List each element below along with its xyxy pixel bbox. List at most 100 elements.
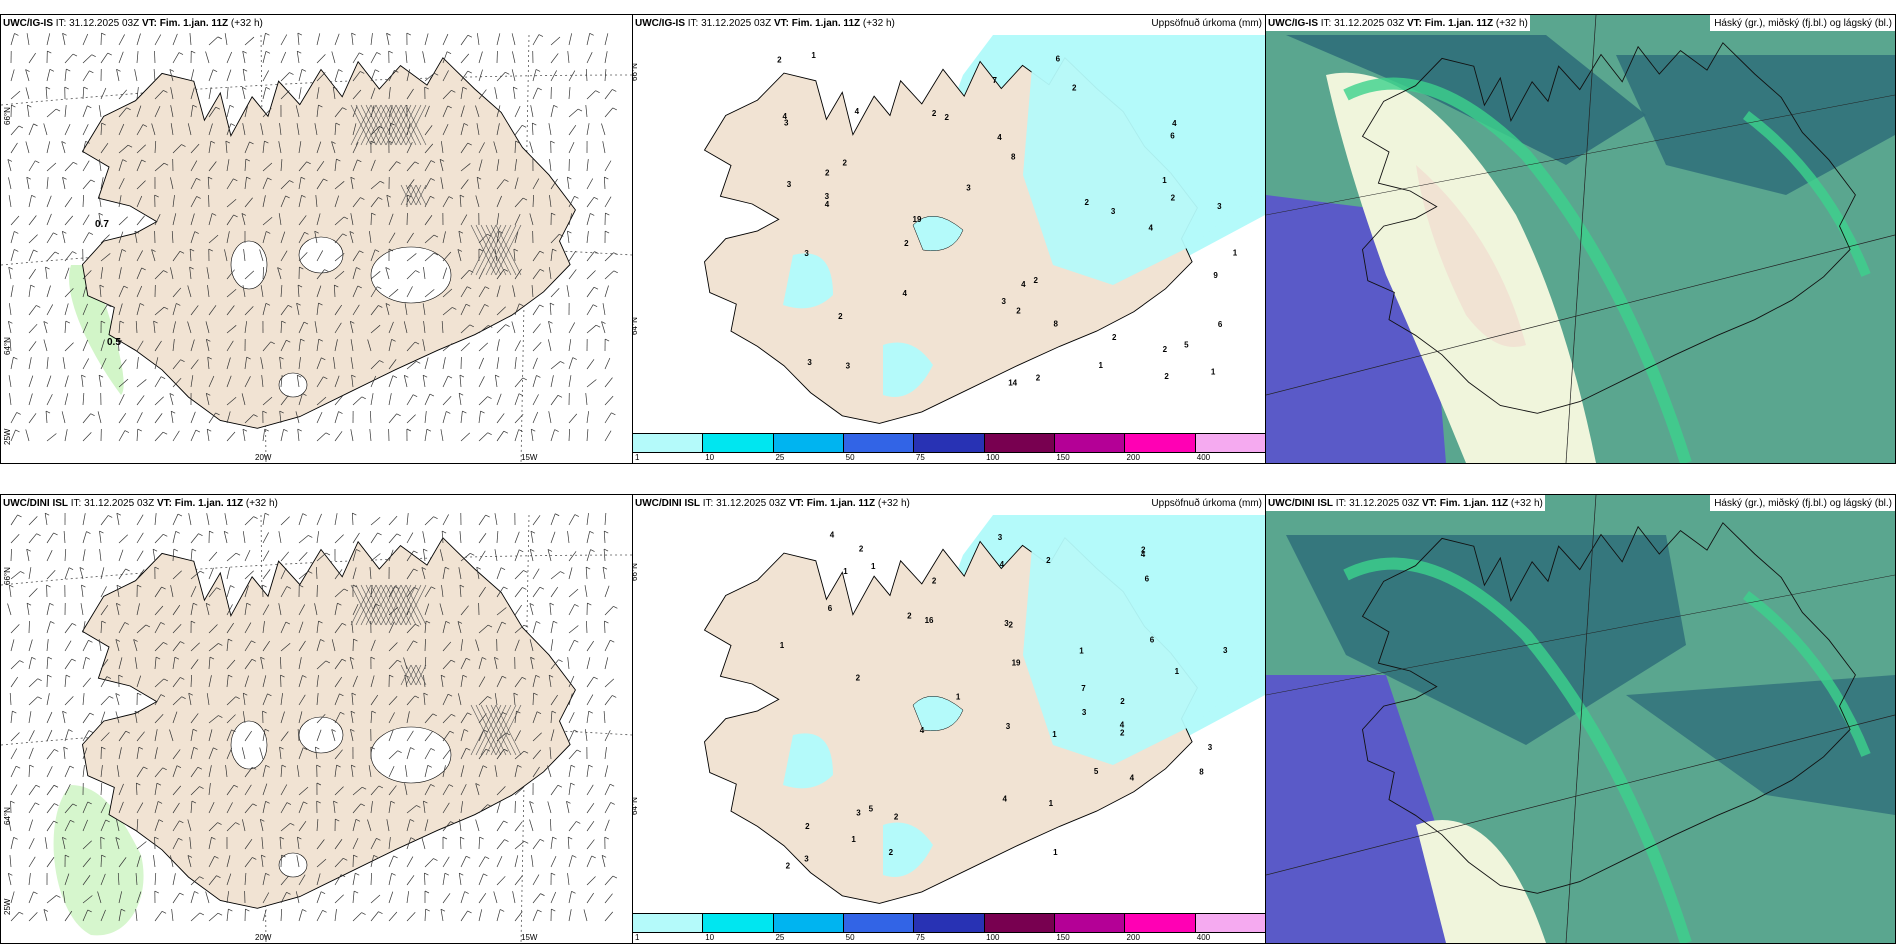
wind-barb-flag bbox=[301, 194, 306, 198]
wind-barb-flag bbox=[12, 710, 17, 714]
wind-barb bbox=[514, 268, 522, 280]
wind-barb bbox=[604, 196, 612, 208]
wind-barb bbox=[64, 658, 73, 670]
wind-barb-flag bbox=[107, 52, 112, 56]
wind-barb bbox=[566, 285, 570, 298]
wind-barb bbox=[206, 693, 210, 706]
wind-barb bbox=[370, 785, 380, 796]
wind-barb-flag bbox=[115, 837, 120, 840]
wind-barb bbox=[550, 837, 553, 850]
wind-barb bbox=[190, 178, 197, 190]
wind-barb bbox=[26, 33, 30, 46]
wind-barb-flag bbox=[89, 712, 94, 716]
wind-barb bbox=[10, 285, 14, 298]
wind-barb-flag bbox=[450, 659, 456, 663]
precip-value-label: 2 bbox=[904, 239, 909, 248]
wind-barb bbox=[424, 33, 429, 46]
wind-barb-flag bbox=[181, 696, 186, 700]
wind-barb bbox=[208, 36, 219, 46]
wind-barb bbox=[604, 107, 614, 118]
wind-barb bbox=[586, 359, 595, 370]
wind-barb bbox=[280, 395, 289, 406]
wind-barb bbox=[172, 359, 181, 370]
wind-barb bbox=[350, 711, 354, 724]
wind-barb bbox=[118, 51, 124, 64]
wind-barb bbox=[170, 123, 174, 136]
wind-barb-flag bbox=[336, 158, 341, 162]
wind-barb bbox=[190, 876, 200, 886]
wind-barb bbox=[208, 747, 214, 760]
wind-barb-flag bbox=[13, 356, 18, 360]
wind-barb bbox=[136, 532, 144, 544]
wind-barb-flag bbox=[459, 584, 465, 588]
wind-barb bbox=[262, 513, 266, 526]
wind-barb bbox=[460, 179, 469, 190]
wind-barb bbox=[406, 88, 414, 100]
wind-barb bbox=[82, 657, 87, 670]
wind-barb-flag bbox=[397, 659, 402, 663]
wind-barb bbox=[586, 304, 594, 316]
wind-barb bbox=[298, 161, 307, 172]
wind-barb bbox=[458, 693, 462, 706]
wind-barb bbox=[478, 765, 484, 778]
wind-barb-flag bbox=[211, 836, 216, 840]
wind-barb-flag bbox=[279, 836, 285, 840]
wind-barb bbox=[82, 840, 92, 850]
wind-barb bbox=[406, 286, 413, 298]
wind-barb bbox=[331, 141, 336, 154]
wind-barb bbox=[601, 855, 606, 868]
wind-barb bbox=[136, 747, 140, 760]
wind-barb bbox=[532, 250, 541, 262]
wind-barb bbox=[190, 642, 200, 652]
wind-barb bbox=[64, 910, 73, 922]
wind-barb-flag bbox=[540, 893, 545, 896]
precip-value-label: 1 bbox=[811, 51, 816, 60]
wind-barb bbox=[406, 532, 414, 544]
wind-barb-flag bbox=[593, 196, 599, 200]
wind-barb bbox=[298, 232, 305, 244]
wind-barb bbox=[403, 375, 408, 388]
wind-barb bbox=[388, 855, 394, 868]
colorbar-swatch-1 bbox=[633, 914, 704, 932]
wind-barb bbox=[424, 731, 433, 742]
wind-barb bbox=[64, 123, 71, 136]
wind-barb-flag bbox=[15, 429, 20, 433]
precip-panel-top: 3 2 2 2 2 2 2 4 3 4 8 9 2 7 19 14 2 2 3 2 6 4 3 1 2 3 4 6 2 5 2 4 8 2 3 4 6 1… bbox=[632, 14, 1266, 464]
wind-barb bbox=[136, 105, 142, 118]
wind-barb bbox=[118, 568, 126, 580]
wind-barb-flag bbox=[302, 513, 307, 516]
wind-barb-flag bbox=[378, 911, 383, 914]
wind-barb-flag bbox=[199, 876, 204, 879]
wind-barb-flag bbox=[349, 231, 354, 234]
wind-barb bbox=[82, 33, 89, 46]
wind-barb-flag bbox=[163, 162, 169, 166]
wind-barb bbox=[118, 378, 129, 388]
moist-area bbox=[69, 265, 124, 395]
wind-barb-flag bbox=[265, 800, 270, 804]
wind-barb bbox=[334, 569, 343, 580]
wind-barb-flag bbox=[228, 908, 233, 912]
wind-barb bbox=[262, 396, 273, 406]
wind-barb-flag bbox=[413, 550, 418, 554]
wind-barb bbox=[208, 213, 213, 226]
wind-barb bbox=[601, 321, 606, 334]
wind-barb bbox=[100, 854, 102, 868]
precip-map-top: 3222222434892719142232643123462524823461… bbox=[703, 35, 1265, 424]
wind-barb-flag bbox=[588, 764, 593, 768]
wind-barb bbox=[475, 195, 480, 208]
wind-barb-flag bbox=[246, 356, 251, 360]
wind-barb bbox=[226, 675, 229, 688]
wind-barb bbox=[496, 123, 500, 136]
wind-barb bbox=[205, 603, 210, 616]
wind-barb-flag bbox=[445, 621, 450, 624]
hatch-line bbox=[405, 184, 417, 206]
glacier-area bbox=[230, 240, 268, 290]
wind-barb bbox=[352, 123, 357, 136]
wind-barb-flag bbox=[262, 710, 267, 714]
wind-barb-flag bbox=[371, 710, 377, 714]
wind-barb bbox=[406, 179, 415, 190]
wind-barb bbox=[244, 585, 249, 598]
lon-label-15w: 15W bbox=[521, 453, 538, 462]
wind-barb bbox=[189, 249, 192, 262]
panel-header: UWC/IG-IS IT: 31.12.2025 03Z VT: Fim. 1.… bbox=[635, 18, 895, 29]
